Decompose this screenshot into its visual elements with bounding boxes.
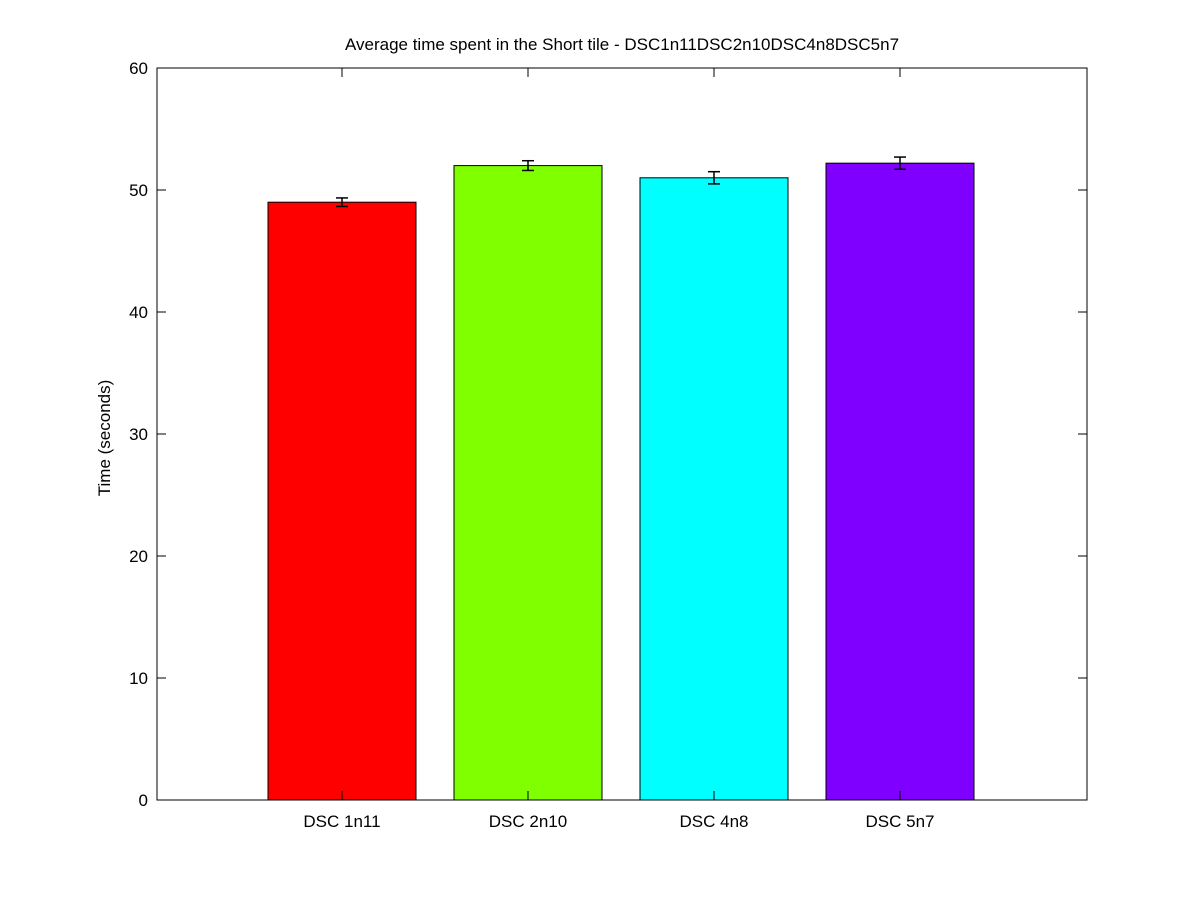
y-axis-label: Time (seconds) [95, 380, 114, 497]
bar [267, 201, 417, 801]
x-tick-label: DSC 2n10 [489, 812, 567, 831]
bar [639, 177, 789, 801]
y-tick-label: 30 [129, 425, 148, 444]
y-tick-label: 0 [139, 791, 148, 810]
x-tick-label: DSC 4n8 [680, 812, 749, 831]
y-tick-label: 40 [129, 303, 148, 322]
bar [825, 162, 975, 801]
y-tick-label: 10 [129, 669, 148, 688]
y-tick-label: 60 [129, 59, 148, 78]
y-tick-label: 20 [129, 547, 148, 566]
bar [453, 165, 603, 801]
x-tick-label: DSC 1n11 [303, 812, 380, 831]
x-tick-label: DSC 5n7 [866, 812, 935, 831]
chart-title: Average time spent in the Short tile - D… [345, 35, 899, 54]
plot-area: 0 10 20 30 40 50 60 DSC 1n11 DSC 2n10 DSC 4n8 DSC … [129, 59, 1088, 831]
y-tick-label: 50 [129, 181, 148, 200]
